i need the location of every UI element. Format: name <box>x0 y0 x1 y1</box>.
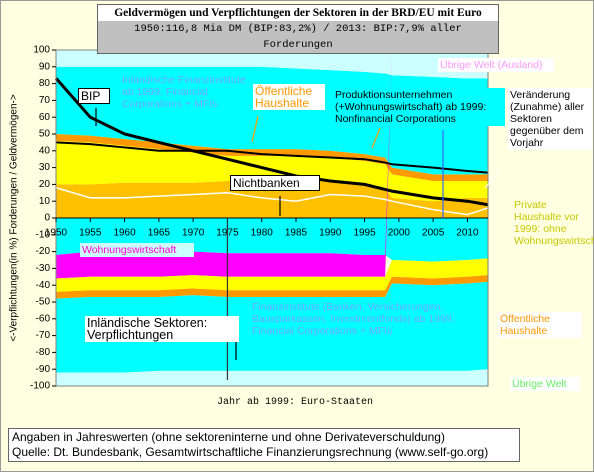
y-tick-label: 30 <box>39 162 51 173</box>
label: BIP <box>78 88 110 104</box>
label: Produktionsunternehmen (+Wohnungswirtsch… <box>333 88 505 126</box>
x-tick-label: 1995 <box>353 228 376 239</box>
label: Finanzinstitute (Banken, Versicherungen,… <box>252 301 455 337</box>
x-tick-label: 1990 <box>319 228 342 239</box>
y-tick-label: -30 <box>36 263 51 274</box>
label: Inländische Sektoren: Verpflichtungen <box>85 316 239 342</box>
area <box>56 281 488 373</box>
x-tick-label: 2010 <box>456 228 479 239</box>
line <box>55 187 489 216</box>
label: Übrige Welt (Ausland) <box>438 58 554 72</box>
y-tick-label: 90 <box>39 61 51 72</box>
x-tick-label: 1950 <box>45 228 68 239</box>
y-tick-label: -80 <box>36 347 51 358</box>
area <box>56 258 488 292</box>
x-tick-label: 2000 <box>388 228 411 239</box>
y-tick-label: 70 <box>39 95 51 106</box>
x-tick-label: 1980 <box>251 228 274 239</box>
footer: Angaben in Jahreswerten (ohne sektorenin… <box>8 428 520 462</box>
label: Öffentliche Haushalte <box>498 312 582 338</box>
y-tick-label: -10 <box>36 229 51 240</box>
chart-title: Geldvermögen und Verpflichtungen der Sek… <box>114 7 482 19</box>
y-tick-label: -100 <box>30 381 50 392</box>
x-tick-label: 1965 <box>148 228 171 239</box>
x-tick-label: 2005 <box>422 228 445 239</box>
y-tick-label: 60 <box>39 112 51 123</box>
x-tick-label: 1985 <box>285 228 308 239</box>
y-tick-label: 80 <box>39 78 51 89</box>
y-tick-label: 100 <box>33 45 50 56</box>
x-tick-label: 1955 <box>79 228 102 239</box>
area <box>56 134 488 182</box>
note: Angaben in Jahreswerten (ohne sektorenin… <box>12 430 445 444</box>
arrow <box>251 115 259 143</box>
area <box>56 50 488 79</box>
label: Öffentliche Haushalte <box>253 84 325 110</box>
title-box: Geldvermögen und Verpflichtungen der Sek… <box>97 4 499 54</box>
label: Inländische Finanzinstitute ab 1999: Fin… <box>122 74 246 110</box>
x-tick-label: 1970 <box>182 228 205 239</box>
y-tick-label: -20 <box>36 246 51 257</box>
label: Veränderung (Zunahme) aller Sektoren geg… <box>508 88 592 150</box>
area <box>56 369 488 386</box>
label: Wohnungswirtschaft <box>80 243 194 257</box>
y-tick-label: -40 <box>36 280 51 291</box>
note: Quelle: Dt. Bundesbank, Gesamtwirtschaft… <box>12 445 489 459</box>
area <box>56 275 488 299</box>
label: Private Haushalte vor 1999: ohne Wohnung… <box>514 199 594 247</box>
y-tick-label: -90 <box>36 364 51 375</box>
line <box>55 141 489 174</box>
y-tick-label: 50 <box>39 129 51 140</box>
y-tick-label: 10 <box>39 196 51 207</box>
y-tick-label: 20 <box>39 179 51 190</box>
y-tick-label: 40 <box>39 145 51 156</box>
label: Nichtbanken <box>230 175 320 191</box>
chart-subtitle: 1950:116,8 Mia DM (BIP:83,2%) / 2013: BI… <box>98 21 498 53</box>
arrow <box>484 169 501 189</box>
y-tick-label: -60 <box>36 313 51 324</box>
y-tick-label: -50 <box>36 297 51 308</box>
arrow <box>371 127 381 149</box>
y-tick-label: -70 <box>36 330 51 341</box>
y-axis-label: <-Verpflichtungen(in %) Forderungen / Ge… <box>9 94 20 342</box>
label: Übrige Welt <box>510 377 580 391</box>
y-tick-label: 0 <box>44 213 50 224</box>
x-tick-label: 1960 <box>113 228 136 239</box>
x-axis-label: Jahr ab 1999: Euro-Staaten <box>216 397 374 408</box>
